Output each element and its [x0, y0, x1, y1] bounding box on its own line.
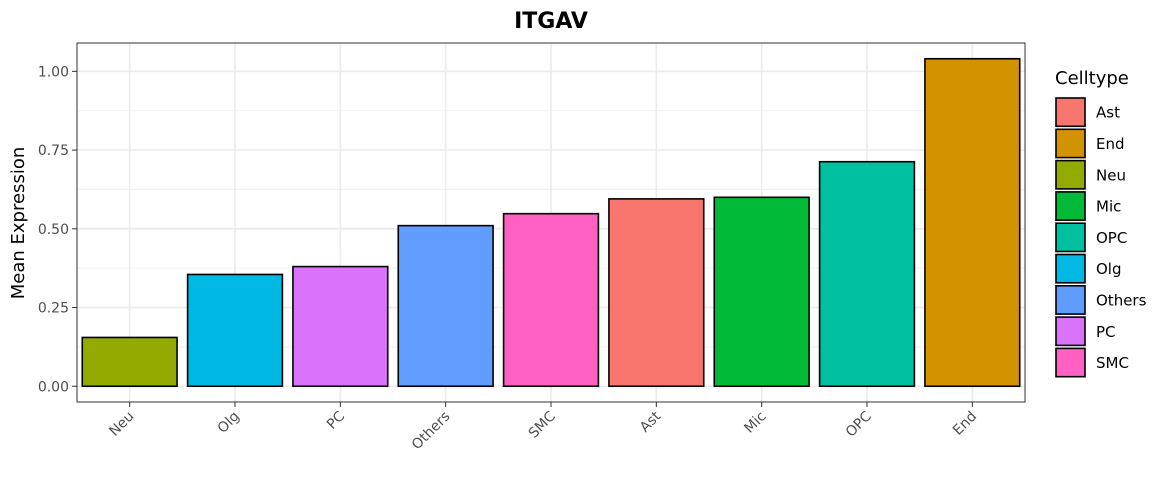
bar-mic	[713, 196, 810, 388]
legend-label-ast: Ast	[1096, 104, 1120, 122]
legend-label-pc: PC	[1096, 323, 1116, 341]
bar-others	[397, 224, 494, 388]
bar-pc	[292, 265, 389, 388]
x-tick-label-opc: OPC	[843, 408, 875, 440]
legend-key-opc	[1055, 222, 1086, 253]
bar-ast	[608, 198, 705, 388]
y-tick-label: 0.25	[38, 301, 69, 317]
legend-key-olg	[1055, 253, 1086, 284]
x-tick-label-ast: Ast	[637, 408, 664, 435]
legend-key-ast	[1055, 97, 1086, 128]
legend-label-olg: Olg	[1096, 260, 1122, 278]
legend-key-smc	[1055, 347, 1086, 378]
chart-title: ITGAV	[514, 9, 588, 34]
plot-area: 0.00 0.25 0.50 0.75 1.00 Neu Olg PC Others SMC Ast…	[38, 42, 1026, 454]
legend: Celltype Ast End Neu Mic OPC Olg Others PC SMC	[1055, 68, 1147, 378]
y-tick-label: 0.75	[38, 143, 69, 159]
legend-label-opc: OPC	[1096, 229, 1127, 247]
legend-key-end	[1055, 128, 1086, 159]
legend-title: Celltype	[1055, 68, 1129, 89]
x-tick-label-olg: Olg	[215, 409, 243, 437]
legend-key-pc	[1055, 316, 1086, 347]
bar-smc	[502, 212, 600, 388]
y-tick-label: 0.50	[38, 222, 69, 238]
x-tick-label-neu: Neu	[106, 409, 137, 440]
bar-olg	[186, 273, 284, 388]
legend-label-end: End	[1096, 135, 1125, 153]
bar-neu	[81, 336, 178, 388]
x-tick-label-end: End	[950, 409, 980, 439]
legend-key-others	[1055, 284, 1086, 315]
y-tick-label: 1.00	[38, 64, 69, 80]
bar-end	[924, 57, 1021, 388]
x-tick-label-mic: Mic	[741, 409, 769, 437]
legend-key-mic	[1055, 191, 1086, 221]
legend-key-neu	[1055, 159, 1086, 190]
bar-opc	[818, 160, 916, 388]
y-tick-label: 0.00	[38, 379, 69, 395]
x-tick-label-smc: SMC	[526, 408, 559, 441]
legend-label-mic: Mic	[1096, 198, 1121, 216]
legend-label-neu: Neu	[1096, 166, 1126, 184]
y-axis-label: Mean Expression	[8, 147, 29, 299]
legend-label-others: Others	[1096, 291, 1147, 309]
x-tick-label-pc: PC	[324, 408, 348, 432]
x-tick-label-others: Others	[409, 409, 454, 454]
legend-label-smc: SMC	[1096, 354, 1129, 372]
